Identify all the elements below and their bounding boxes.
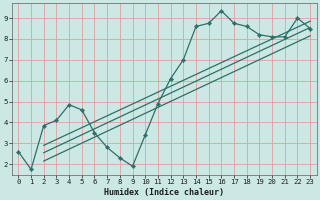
X-axis label: Humidex (Indice chaleur): Humidex (Indice chaleur) <box>104 188 224 197</box>
